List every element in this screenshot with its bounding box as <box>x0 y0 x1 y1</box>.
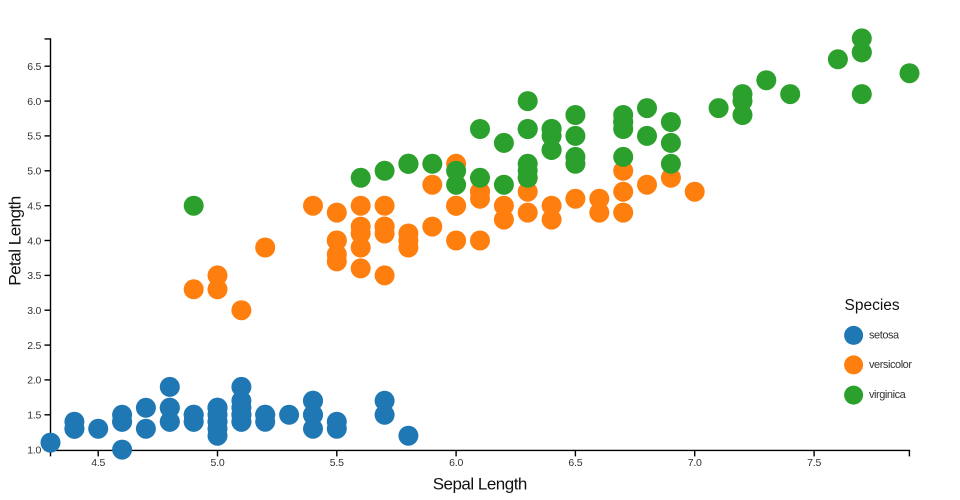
svg-text:Petal Length: Petal Length <box>6 196 25 286</box>
svg-text:5.5: 5.5 <box>27 131 41 143</box>
svg-text:7.5: 7.5 <box>807 457 821 469</box>
svg-text:2.0: 2.0 <box>27 375 41 387</box>
svg-text:4.0: 4.0 <box>27 235 41 247</box>
svg-text:1.5: 1.5 <box>27 410 41 422</box>
svg-text:6.5: 6.5 <box>27 61 41 73</box>
svg-text:6.0: 6.0 <box>27 96 41 108</box>
svg-text:2.5: 2.5 <box>27 340 41 352</box>
svg-text:5.0: 5.0 <box>27 166 41 178</box>
svg-text:Species: Species <box>845 297 900 314</box>
svg-text:7.0: 7.0 <box>688 457 702 469</box>
svg-text:3.0: 3.0 <box>27 305 41 317</box>
svg-text:6.5: 6.5 <box>568 457 582 469</box>
svg-text:1.0: 1.0 <box>27 444 41 456</box>
svg-text:4.5: 4.5 <box>27 201 41 213</box>
svg-text:5.0: 5.0 <box>211 457 225 469</box>
svg-text:virginica: virginica <box>869 389 907 401</box>
svg-text:4.5: 4.5 <box>91 457 105 469</box>
svg-text:5.5: 5.5 <box>330 457 344 469</box>
svg-text:Sepal Length: Sepal Length <box>433 474 527 493</box>
svg-text:3.5: 3.5 <box>27 270 41 282</box>
svg-text:6.0: 6.0 <box>449 457 463 469</box>
svg-text:versicolor: versicolor <box>869 359 912 371</box>
svg-text:setosa: setosa <box>869 329 900 341</box>
